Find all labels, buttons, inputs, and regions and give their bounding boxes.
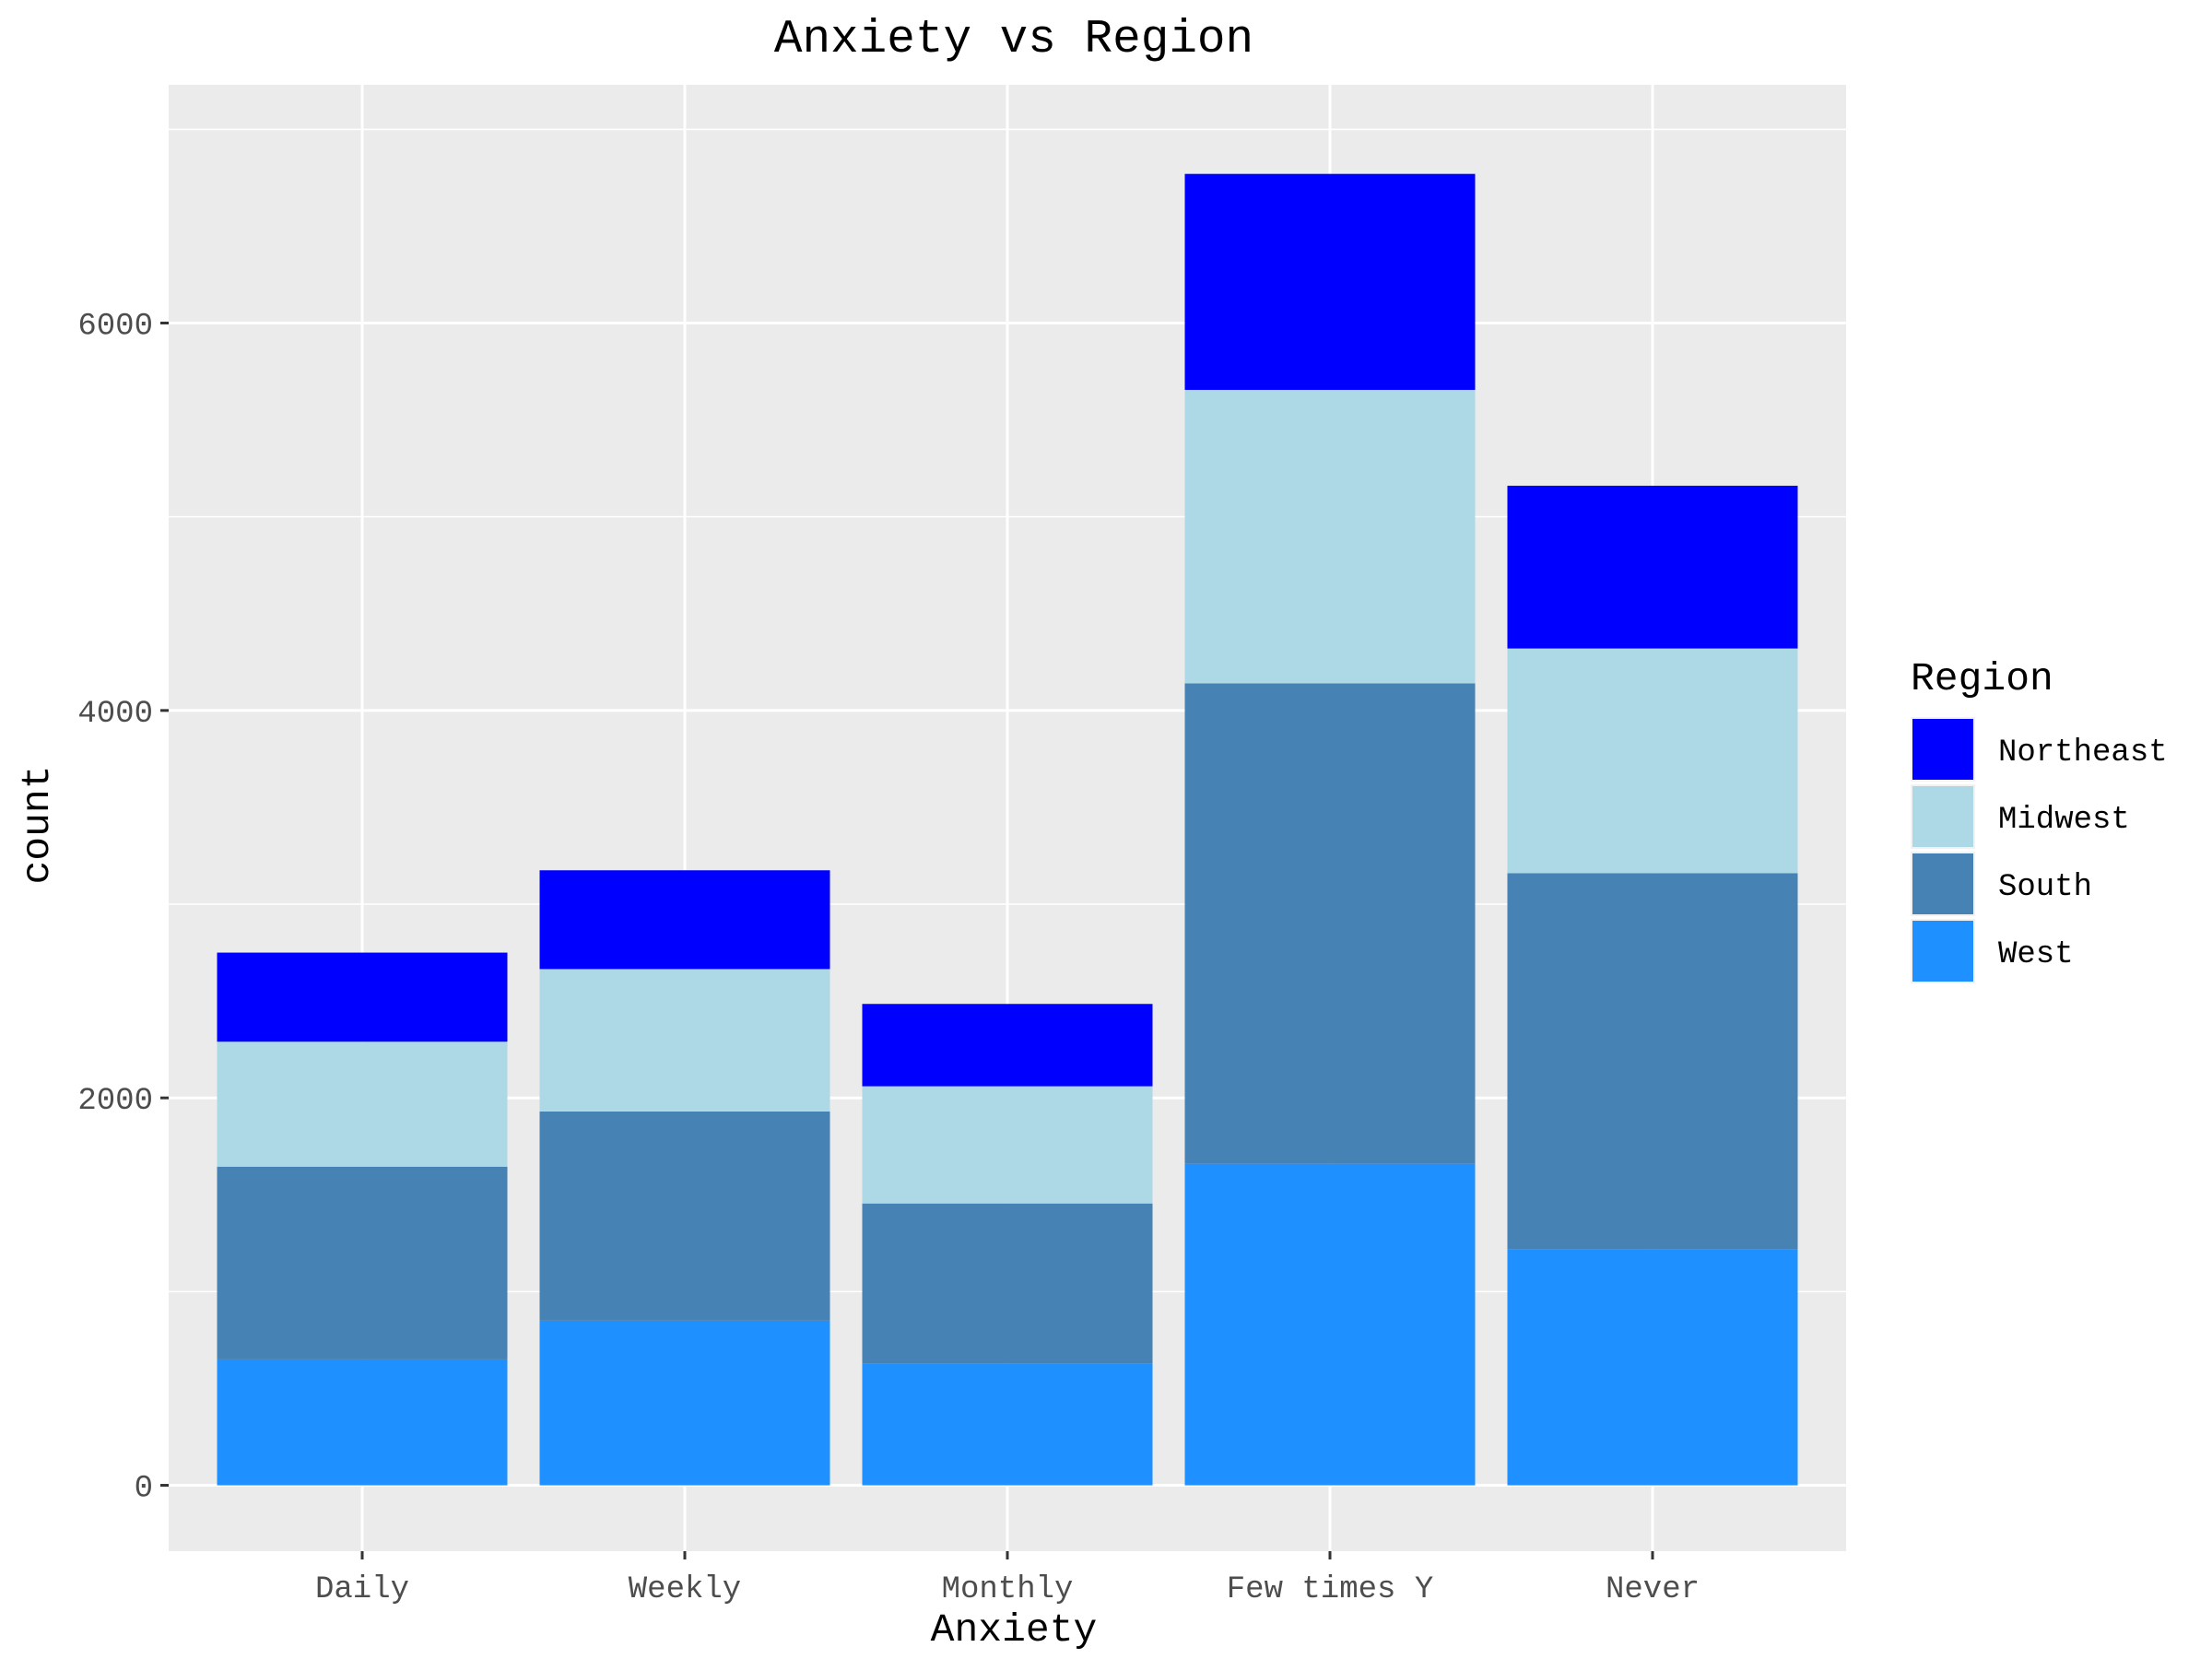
bar-segment-west-few-times-y <box>1184 1163 1476 1486</box>
bar-segment-south-monthly <box>862 1203 1153 1364</box>
bar-segment-south-never <box>1507 873 1798 1250</box>
legend: Region Northeast Midwest South West <box>1911 656 2168 983</box>
x-tick-label: Few times Y <box>1227 1572 1433 1607</box>
bar-segment-south-daily <box>217 1166 508 1359</box>
y-tick-label: 2000 <box>77 1084 153 1119</box>
legend-label-midwest: Midwest <box>1998 803 2130 838</box>
bar-segment-midwest-few-times-y <box>1184 390 1476 684</box>
y-axis-title: count <box>15 765 60 884</box>
bars <box>217 173 1798 1486</box>
chart-title: Anxiety vs Region <box>774 14 1253 66</box>
legend-title: Region <box>1911 656 2053 701</box>
legend-swatch-midwest <box>1912 786 1973 847</box>
bar-segment-midwest-daily <box>217 1041 508 1167</box>
bar-segment-northeast-few-times-y <box>1184 173 1476 391</box>
legend-label-northeast: Northeast <box>1998 735 2168 771</box>
bar-segment-northeast-monthly <box>862 1004 1153 1087</box>
x-tick-label: Daily <box>315 1572 409 1607</box>
legend-swatch-west <box>1912 921 1973 982</box>
bar-segment-northeast-never <box>1507 486 1798 649</box>
bar-segment-midwest-weekly <box>539 969 830 1112</box>
y-tick-label: 4000 <box>77 697 153 732</box>
y-tick-label: 6000 <box>77 310 153 345</box>
bar-segment-west-monthly <box>862 1363 1153 1486</box>
axes: 0 2000 4000 6000 Daily Weekly Monthly Few times… <box>77 310 1700 1607</box>
bar-segment-northeast-daily <box>217 952 508 1042</box>
bar-segment-northeast-weekly <box>539 870 830 970</box>
y-tick-label: 0 <box>135 1472 153 1507</box>
bar-segment-south-weekly <box>539 1111 830 1321</box>
x-tick-label: Monthly <box>942 1572 1074 1607</box>
x-tick-label: Weekly <box>629 1572 741 1607</box>
x-tick-label: Never <box>1606 1572 1700 1607</box>
bar-segment-midwest-monthly <box>862 1086 1153 1204</box>
bar-segment-west-never <box>1507 1249 1798 1486</box>
bar-segment-midwest-never <box>1507 648 1798 874</box>
bar-segment-west-weekly <box>539 1320 830 1486</box>
legend-swatch-northeast <box>1912 719 1973 780</box>
bar-segment-south-few-times-y <box>1184 683 1476 1164</box>
legend-label-south: South <box>1998 870 2092 905</box>
legend-label-west: West <box>1998 937 2074 972</box>
x-axis-title: Anxiety <box>931 1607 1098 1653</box>
bar-segment-west-daily <box>217 1359 508 1486</box>
legend-swatch-south <box>1912 853 1973 914</box>
